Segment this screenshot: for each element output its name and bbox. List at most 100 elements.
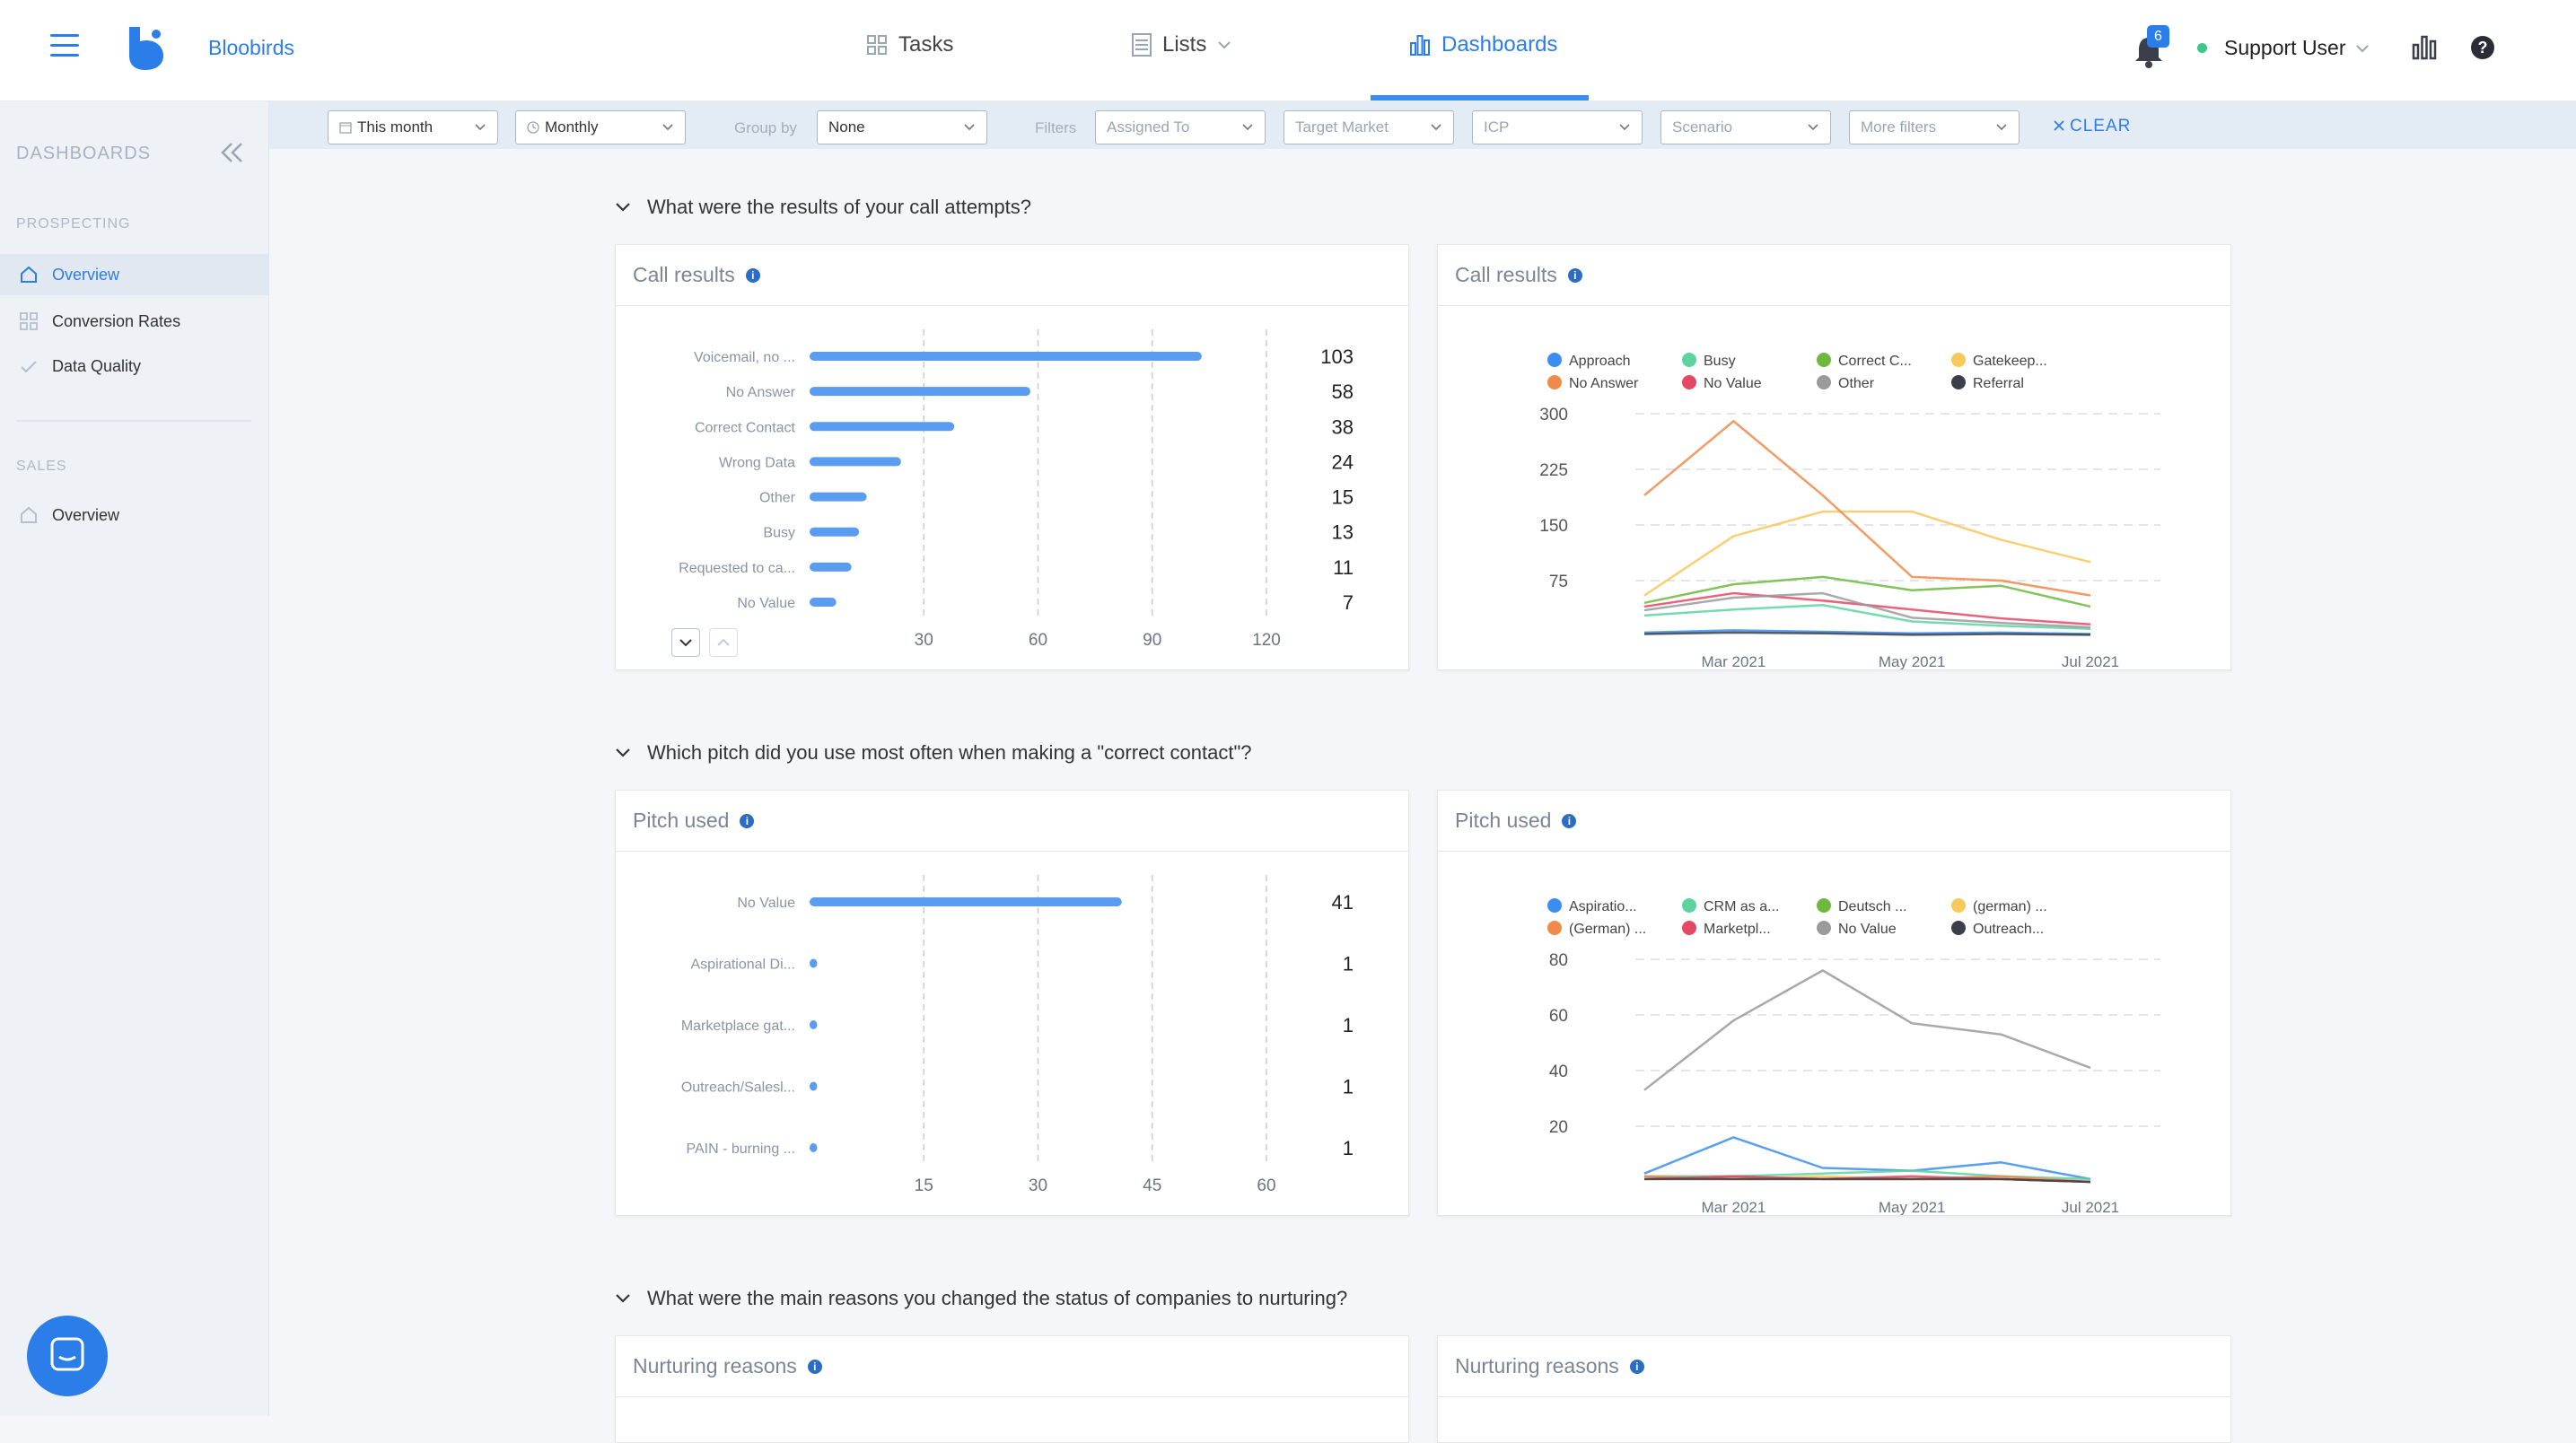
pitch-used-line-card: Pitch used i Aspiratio... CRM as a... Deuts… bbox=[1437, 790, 2231, 1216]
data-label: 24 bbox=[1332, 450, 1354, 473]
legend-label: Deutsch ... bbox=[1838, 899, 1906, 914]
chevron-down-icon bbox=[662, 124, 673, 131]
y-tick-label: 75 bbox=[1549, 573, 1568, 591]
bloobirds-logo[interactable] bbox=[126, 25, 165, 70]
sidebar-item-data-quality[interactable]: Data Quality bbox=[0, 345, 269, 387]
grid-icon bbox=[867, 35, 887, 55]
series-line bbox=[1643, 631, 2091, 636]
nav-tasks-label: Tasks bbox=[898, 32, 954, 57]
bar bbox=[810, 958, 818, 968]
sidebar-item-sales-overview[interactable]: Overview bbox=[0, 494, 269, 536]
data-label: 1 bbox=[1343, 1137, 1354, 1159]
category-label: PAIN - burning ... bbox=[686, 1141, 795, 1157]
menu-icon[interactable] bbox=[50, 34, 79, 61]
help-icon[interactable]: ? bbox=[2469, 34, 2496, 61]
legend-marker bbox=[1547, 353, 1562, 367]
card-title: Call results bbox=[1455, 263, 1557, 286]
x-tick-label: Mar 2021 bbox=[1701, 1199, 1766, 1215]
x-tick-label: 120 bbox=[1252, 631, 1281, 650]
bar bbox=[810, 527, 860, 537]
info-icon[interactable]: i bbox=[1567, 267, 1582, 283]
assigned-to-select[interactable]: Assigned To bbox=[1095, 110, 1266, 144]
filter-bar: This month Monthly Group by None Filters… bbox=[269, 101, 2576, 149]
period-select[interactable]: This month bbox=[328, 110, 498, 144]
section-nurturing-toggle[interactable]: What were the main reasons you changed t… bbox=[615, 1287, 1347, 1310]
chevron-down-icon bbox=[475, 124, 486, 131]
chevron-down-icon bbox=[2355, 44, 2369, 52]
section-title: What were the main reasons you changed t… bbox=[647, 1287, 1348, 1309]
clear-filters-button[interactable]: CLEAR bbox=[2054, 117, 2131, 136]
section-call-attempts-toggle[interactable]: What were the results of your call attem… bbox=[615, 196, 1031, 219]
home-icon bbox=[21, 506, 37, 523]
y-tick-label: 225 bbox=[1539, 461, 1568, 480]
info-icon[interactable]: i bbox=[1562, 813, 1577, 828]
data-label: 38 bbox=[1332, 415, 1354, 438]
sidebar-item-conversion-rates[interactable]: Conversion Rates bbox=[0, 301, 269, 342]
sidebar-item-overview[interactable]: Overview bbox=[0, 254, 269, 295]
home-icon bbox=[21, 266, 37, 283]
bar bbox=[810, 457, 901, 467]
category-label: Busy bbox=[763, 526, 795, 541]
user-menu[interactable]: Support User bbox=[2224, 36, 2370, 60]
nurturing-reasons-line-card: Nurturing reasons i bbox=[1437, 1335, 2231, 1443]
scroll-down-button[interactable] bbox=[671, 628, 700, 657]
legend-marker bbox=[1817, 375, 1831, 389]
brand-name[interactable]: Bloobirds bbox=[208, 36, 294, 59]
collapse-icon[interactable] bbox=[219, 141, 244, 164]
legend-label: Approach bbox=[1569, 354, 1631, 369]
granularity-select[interactable]: Monthly bbox=[515, 110, 686, 144]
legend-label: No Value bbox=[1838, 922, 1897, 937]
sidebar-item-label: Overview bbox=[52, 505, 120, 524]
info-icon[interactable]: i bbox=[745, 267, 760, 283]
x-tick-label: 15 bbox=[915, 1176, 933, 1195]
period-value: This month bbox=[357, 118, 434, 136]
target-market-select[interactable]: Target Market bbox=[1284, 110, 1454, 144]
section-pitch-toggle[interactable]: Which pitch did you use most often when … bbox=[615, 741, 1252, 765]
call-results-bar-card: Call results i 30 60 90 120 Voicemail, no ...… bbox=[615, 244, 1409, 670]
category-label: Other bbox=[759, 491, 796, 506]
bar bbox=[810, 352, 1202, 361]
pitch-used-bar-chart: 15 30 45 60 No Value 41 Aspirational Di... 1 Mar… bbox=[681, 875, 1354, 1195]
x-tick-label: 60 bbox=[1257, 1176, 1275, 1195]
legend-marker bbox=[1817, 921, 1831, 935]
chat-launcher-button[interactable] bbox=[27, 1316, 108, 1396]
chevron-down-icon bbox=[1431, 124, 1441, 131]
nav-lists[interactable]: Lists bbox=[1132, 32, 1231, 57]
category-label: No Answer bbox=[726, 385, 796, 400]
card-header: Nurturing reasons i bbox=[616, 1336, 1408, 1397]
chevron-down-icon bbox=[1242, 124, 1253, 131]
nav-dashboards[interactable]: Dashboards bbox=[1409, 32, 1557, 57]
nav-tasks[interactable]: Tasks bbox=[866, 32, 953, 57]
info-icon[interactable]: i bbox=[807, 1359, 822, 1374]
group-by-select[interactable]: None bbox=[817, 110, 987, 144]
series-line bbox=[1643, 604, 2091, 630]
legend-marker bbox=[1951, 898, 1966, 913]
legend-marker bbox=[1547, 898, 1562, 913]
scenario-select[interactable]: Scenario bbox=[1660, 110, 1831, 144]
bar bbox=[810, 562, 852, 572]
x-tick-label: 30 bbox=[915, 631, 933, 650]
card-header: Nurturing reasons i bbox=[1438, 1336, 2230, 1397]
info-icon[interactable]: i bbox=[1629, 1359, 1644, 1374]
info-icon[interactable]: i bbox=[740, 813, 755, 828]
call-results-bar-chart: 30 60 90 120 Voicemail, no ... 103 No Answer 58… bbox=[679, 329, 1354, 650]
data-label: 41 bbox=[1332, 891, 1354, 914]
chevron-down-icon bbox=[616, 203, 630, 212]
data-label: 13 bbox=[1332, 521, 1354, 544]
analytics-icon[interactable] bbox=[2411, 34, 2438, 61]
legend-label: Aspiratio... bbox=[1569, 899, 1637, 914]
bar bbox=[810, 1143, 818, 1152]
assigned-to-placeholder: Assigned To bbox=[1107, 118, 1190, 136]
icp-select[interactable]: ICP bbox=[1472, 110, 1643, 144]
grid-icon bbox=[20, 312, 38, 330]
more-filters-placeholder: More filters bbox=[1861, 118, 1937, 136]
series-line bbox=[1643, 969, 2091, 1091]
card-title: Pitch used bbox=[1455, 809, 1552, 832]
legend-marker bbox=[1817, 353, 1831, 367]
more-filters-select[interactable]: More filters bbox=[1849, 110, 2020, 144]
scroll-up-button[interactable] bbox=[709, 628, 738, 657]
clear-label: CLEAR bbox=[2070, 117, 2132, 136]
calendar-icon bbox=[339, 122, 352, 134]
x-tick-label: Jul 2021 bbox=[2062, 1199, 2119, 1215]
close-icon bbox=[2054, 120, 2064, 131]
